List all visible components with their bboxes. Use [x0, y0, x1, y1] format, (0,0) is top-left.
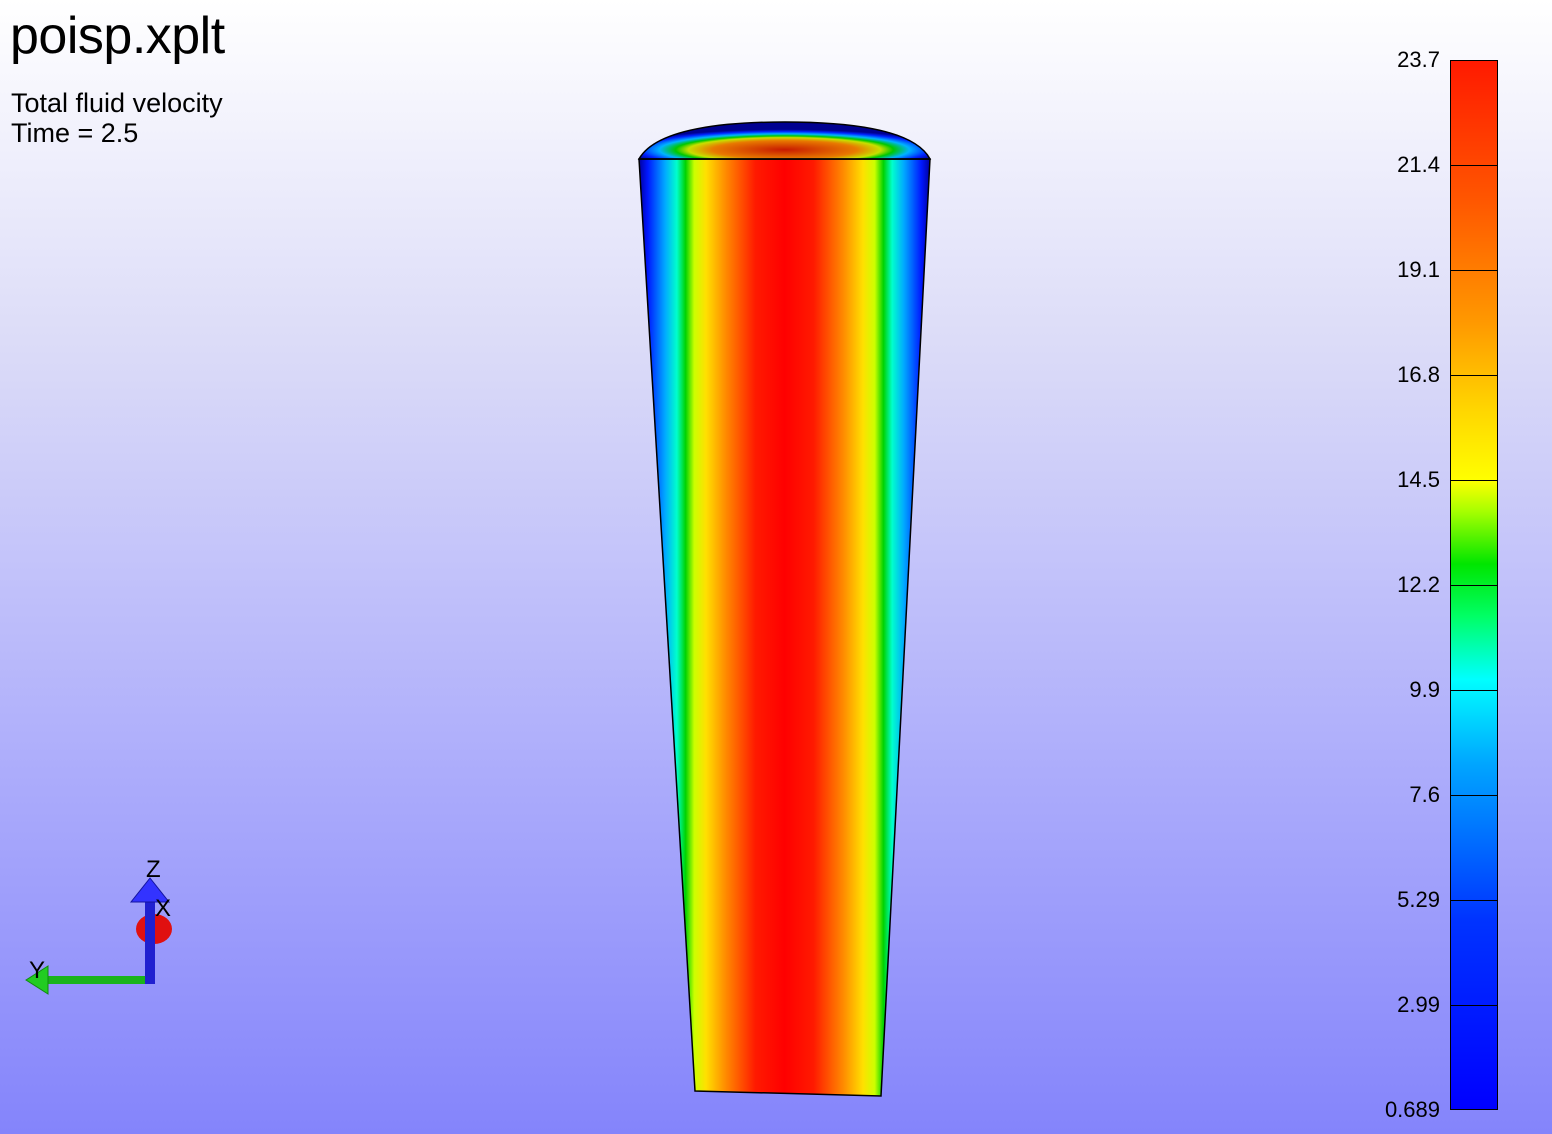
color-legend-label: 2.99: [1397, 992, 1440, 1017]
color-legend-tick: [1450, 375, 1498, 376]
triad-z-arrow: [129, 877, 171, 903]
color-legend-label: 23.7: [1397, 47, 1440, 72]
color-legend-tick: [1450, 795, 1498, 796]
color-legend-label: 5.29: [1397, 887, 1440, 912]
color-legend-tick: [1450, 165, 1498, 166]
cylinder-top-cap: [637, 121, 932, 160]
cylinder-surface: [638, 158, 931, 1097]
color-legend-label: 21.4: [1397, 152, 1440, 177]
color-legend-label: 19.1: [1397, 257, 1440, 282]
color-legend-tick: [1450, 1005, 1498, 1006]
color-legend-label: 0.689: [1384, 1097, 1440, 1122]
triad-z-shaft: [145, 898, 155, 984]
color-legend-tick: [1450, 270, 1498, 271]
color-legend-label: 9.9: [1409, 677, 1440, 702]
triad-y-shaft: [44, 976, 150, 984]
file-title: poisp.xplt: [10, 7, 225, 65]
color-legend-label: 16.8: [1397, 362, 1440, 387]
time-label: Time = 2.5: [11, 118, 139, 148]
triad-x-label: X: [155, 895, 172, 922]
color-legend-label: 14.5: [1397, 467, 1440, 492]
color-legend-tick: [1450, 690, 1498, 691]
color-legend-tick: [1450, 900, 1498, 901]
color-legend-label: 7.6: [1409, 782, 1440, 807]
orientation-triad: [25, 877, 172, 995]
triad-y-arrow: [25, 965, 49, 995]
color-legend-tick: [1450, 585, 1498, 586]
color-legend-label: 12.2: [1397, 572, 1440, 597]
color-legend-tick: [1450, 480, 1498, 481]
variable-label: Total fluid velocity: [11, 88, 223, 118]
triad-z-label: Z: [146, 856, 161, 883]
triad-y-label: Y: [29, 957, 46, 984]
